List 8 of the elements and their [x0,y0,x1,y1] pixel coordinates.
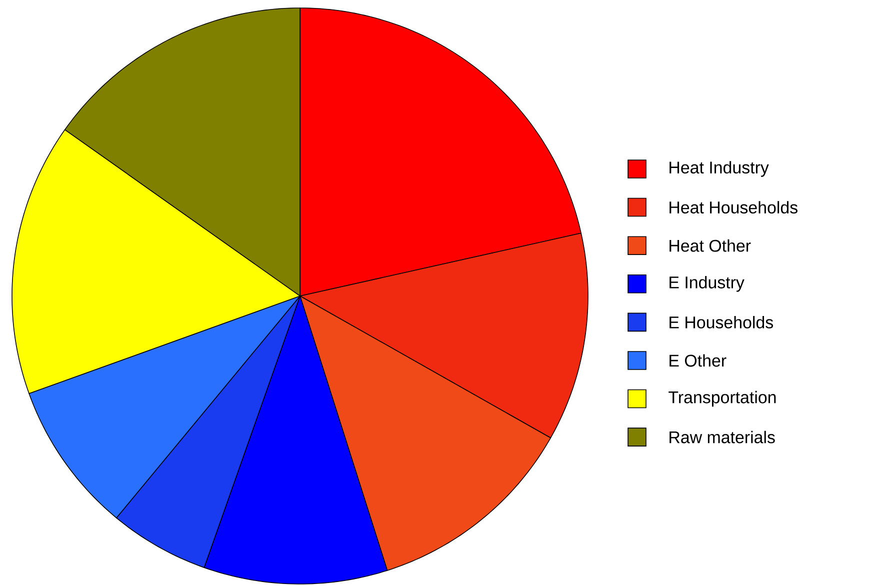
legend-label: E Other [670,354,726,367]
legend-label: Heat Industry [670,161,769,177]
legend-label: Heat Households [670,201,798,214]
legend-label: Raw materials [670,430,775,444]
legend-label: Transportation [668,390,776,407]
legend-label: E Industry [670,276,744,292]
legend-label: E Households [670,316,774,328]
legend-label: Heat Other [670,239,751,252]
